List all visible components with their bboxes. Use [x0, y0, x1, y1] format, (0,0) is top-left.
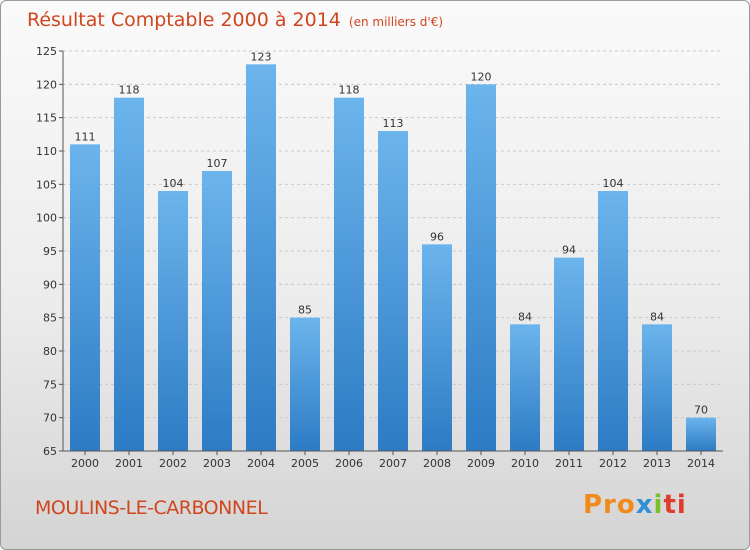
x-tick-label-2011: 2011	[555, 457, 583, 470]
data-label-2001: 118	[119, 84, 140, 97]
data-label-2009: 120	[471, 70, 492, 83]
y-tick-label: 80	[43, 345, 57, 358]
proxiti-logo: Proxiti	[583, 490, 687, 520]
x-tick-label-2009: 2009	[467, 457, 495, 470]
y-tick-label: 125	[36, 45, 57, 58]
y-tick-label: 120	[36, 78, 57, 91]
x-tick-label-2001: 2001	[115, 457, 143, 470]
logo-part-i: i	[653, 490, 664, 520]
chart-title-text: Résultat Comptable 2000 à 2014	[27, 9, 341, 31]
y-tick-label: 65	[43, 445, 57, 458]
bar-2000	[70, 144, 100, 452]
x-tick-label-2007: 2007	[379, 457, 407, 470]
data-label-2008: 96	[430, 230, 444, 243]
x-tick-label-2002: 2002	[159, 457, 187, 470]
data-label-2002: 104	[163, 177, 184, 190]
logo-part-ti: ti	[663, 490, 687, 520]
bar-2010	[510, 324, 540, 451]
y-tick-label: 100	[36, 212, 57, 225]
bar-2012	[598, 191, 628, 451]
y-tick-label: 105	[36, 178, 57, 191]
commune-name: MOULINS-LE-CARBONNEL	[35, 497, 268, 519]
data-label-2012: 104	[603, 177, 624, 190]
data-label-2006: 118	[339, 84, 360, 97]
bar-2001	[114, 97, 144, 452]
data-label-2005: 85	[298, 304, 312, 317]
x-tick-label-2005: 2005	[291, 457, 319, 470]
data-label-2004: 123	[251, 50, 272, 63]
logo-part-pro: Pro	[583, 490, 636, 520]
bar-2002	[158, 191, 188, 451]
bar-2013	[642, 324, 672, 451]
x-tick-label-2000: 2000	[71, 457, 99, 470]
x-tick-label-2004: 2004	[247, 457, 275, 470]
y-tick-label: 90	[43, 278, 57, 291]
data-label-2003: 107	[207, 157, 228, 170]
bar-2007	[378, 131, 408, 451]
bar-2003	[202, 171, 232, 451]
y-tick-label: 95	[43, 245, 57, 258]
data-label-2007: 113	[383, 117, 404, 130]
logo-part-x: x	[635, 490, 654, 520]
x-tick-label-2003: 2003	[203, 457, 231, 470]
data-label-2000: 111	[75, 130, 96, 143]
bar-2009	[466, 84, 496, 451]
x-tick-label-2006: 2006	[335, 457, 363, 470]
chart-title: Résultat Comptable 2000 à 2014 (en millie…	[27, 9, 443, 31]
data-label-2010: 84	[518, 310, 532, 323]
bar-2011	[554, 257, 584, 451]
y-tick-label: 75	[43, 378, 57, 391]
x-tick-label-2010: 2010	[511, 457, 539, 470]
bar-2014	[686, 417, 716, 451]
x-tick-label-2013: 2013	[643, 457, 671, 470]
data-label-2013: 84	[650, 310, 664, 323]
x-tick-label-2014: 2014	[687, 457, 715, 470]
bar-2004	[246, 64, 276, 452]
bar-2008	[422, 244, 452, 451]
y-tick-label: 85	[43, 312, 57, 325]
y-tick-label: 70	[43, 412, 57, 425]
bar-2005	[290, 317, 320, 451]
bar-2006	[334, 97, 364, 452]
y-tick-label: 110	[36, 145, 57, 158]
x-tick-label-2012: 2012	[599, 457, 627, 470]
x-tick-label-2008: 2008	[423, 457, 451, 470]
y-tick-label: 115	[36, 112, 57, 125]
data-label-2014: 70	[694, 404, 708, 417]
data-label-2011: 94	[562, 244, 576, 257]
chart-unit: (en milliers d'€)	[348, 15, 444, 29]
